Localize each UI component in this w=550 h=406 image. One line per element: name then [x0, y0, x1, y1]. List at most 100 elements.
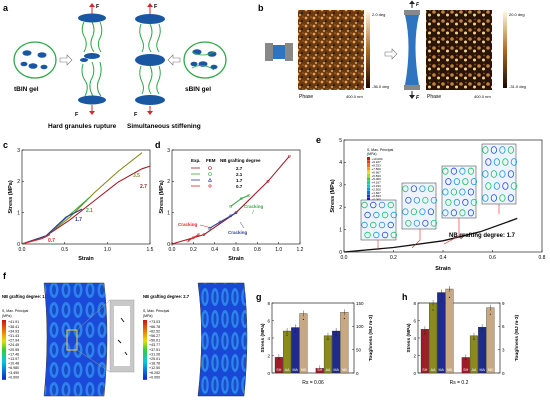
data-point-2.7 [170, 242, 174, 246]
ytick-label: 0 [167, 242, 170, 248]
tbin-gel-blob [13, 41, 57, 79]
xtick-label: 0.8 [539, 255, 546, 261]
panel-label-c: c [3, 140, 8, 150]
ytick-label: 2 [167, 179, 170, 185]
xtick-label: 0.2 [190, 247, 197, 253]
phase-label-right: Phase [427, 94, 441, 100]
legend-swatch [367, 157, 370, 161]
legend-value: +5.833 [372, 174, 382, 178]
ytick-label-right: 9 [502, 301, 505, 306]
particle-ring [459, 188, 466, 196]
particle-ring [493, 158, 500, 166]
scale-bar-label-right: 400.0 nm [474, 94, 491, 99]
bar-dot [278, 358, 280, 360]
legend-value: +9.167 [372, 160, 382, 164]
data-point-2.1 [247, 193, 251, 197]
particle-ring [467, 167, 475, 175]
colorbar-value: +73.03 [149, 320, 160, 324]
panel-label-b: b [258, 3, 264, 13]
ytick-label-left: 8 [267, 301, 270, 306]
force-label-top-b: F [416, 2, 420, 8]
particle-ring [410, 208, 418, 216]
colorbar-value: +27.94 [8, 339, 19, 343]
arrow-right-icon-b [384, 48, 398, 60]
xtick-label: 0.2 [390, 255, 397, 261]
ytick-label-left: 4 [413, 336, 416, 341]
plot-c-frame [21, 149, 151, 245]
particle-ring [499, 170, 506, 178]
sbin-gel-blob [183, 41, 227, 79]
plot-f-right-colorlegend: +73.03+66.78+62.52+56.27+50.01+43.77+37.… [143, 320, 160, 380]
series-line-0.7 [187, 234, 199, 242]
plot-c-label-35: 3.5 [133, 173, 140, 179]
panel-e: e 0 1 2 3 4 5 0.0 0.2 0.4 0.6 0.8 Stress (MPa) St… [316, 135, 546, 272]
plot-f-right-mesh [197, 282, 248, 397]
particle-ring [405, 219, 412, 227]
bar-category-label: AA [326, 368, 331, 372]
particle-ring [378, 221, 386, 229]
plot-c-xticks: 0.0 0.5 1.0 1.5 [19, 242, 154, 253]
bar-dot [286, 334, 288, 336]
bar-Toughness-MA [332, 330, 341, 374]
bar-Toughness-MA [478, 326, 487, 374]
plot-e-yticks: 0 1 2 3 4 5 [339, 138, 346, 256]
particle-ring [453, 178, 460, 186]
legend-value: +0.000 [372, 198, 382, 202]
plot-h-ylabel-right: Toughness (MJ m-3) [514, 314, 520, 361]
cracking-pointer-green [251, 209, 255, 215]
ytick-label: 4 [339, 160, 342, 166]
plot-h-bars: SH AA MA NB SH AA MA NB [420, 286, 495, 374]
legend-swatch [367, 197, 370, 201]
series-line-2.1 [230, 194, 250, 207]
colorbar-value: +66.78 [149, 325, 160, 329]
colorbar-left-bottom: -36.0 deg [372, 84, 389, 89]
particle-ring [427, 185, 435, 193]
plot-d-xlabel: Strain [228, 256, 244, 262]
xtick-label: 1.0 [275, 247, 282, 253]
ytick-label-right: 0 [502, 371, 505, 376]
ytick-label-left: 6 [267, 318, 270, 323]
ytick-label: 2 [17, 179, 20, 185]
bar-category-label: NB [301, 368, 307, 372]
particle-ring [482, 146, 489, 154]
xtick-label: 0.6 [233, 247, 240, 253]
ytick-label-left: 6 [413, 318, 416, 323]
force-label-bottom-a2: F [134, 112, 138, 118]
legend-swatch [367, 194, 370, 198]
ytick-label-left: 0 [413, 371, 416, 376]
colorbar-value: +18.76 [149, 362, 160, 366]
plot-c-label-17: 1.7 [75, 217, 82, 223]
ytick-label: 5 [339, 138, 342, 144]
particle-ring [370, 221, 377, 229]
plot-f-zoom-cracks [117, 317, 128, 356]
afm-image-right [426, 10, 492, 90]
data-point-0.7 [197, 233, 201, 237]
data-point-2.1 [239, 197, 243, 201]
series-line-1.7 [21, 208, 83, 245]
colorbar-value: +31.26 [149, 352, 160, 356]
bar-category-label: MA [439, 368, 445, 372]
colorbar-value: +0.000 [149, 375, 160, 379]
series-line-0.7 [21, 234, 51, 245]
legend-swatch [367, 167, 370, 171]
colorbar-left-top: 2.0 deg [372, 12, 385, 17]
bar-category-label: AA [285, 368, 290, 372]
bar-Toughness-NB [340, 312, 349, 374]
particle-ring [507, 170, 515, 178]
particle-ring [493, 182, 500, 190]
panel-f: f NB grafting degree: 1.7 S, Ma [2, 271, 248, 397]
particle-ring [361, 221, 368, 229]
particle-ring [364, 231, 371, 239]
particle-ring [507, 194, 515, 202]
caption-simultaneous-stiffening: Simultaneous stiffening [127, 123, 201, 130]
particle-ring [413, 196, 420, 204]
plot-c-label-21: 2.1 [86, 208, 93, 214]
colorbar-right [503, 12, 507, 88]
xtick-label: 1.5 [147, 247, 154, 253]
bar-Stress-MA [291, 327, 300, 374]
particle-ring [490, 194, 498, 202]
plot-e-legend-title: S, Max. Principal [367, 148, 393, 152]
plot-f-left-title: NB grafting degree: 1.7 [2, 294, 49, 299]
particle-ring [490, 146, 498, 154]
